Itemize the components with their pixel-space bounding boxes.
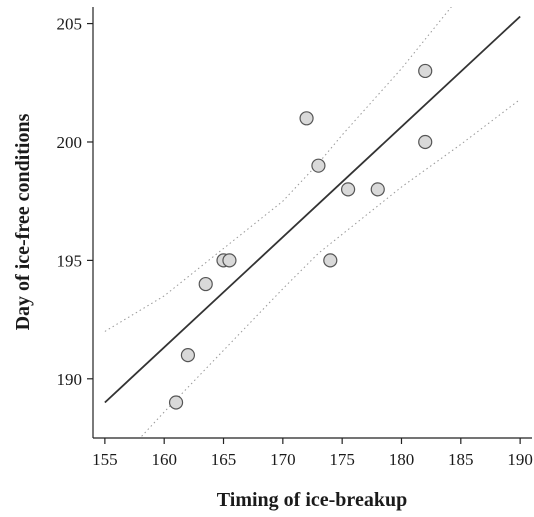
x-tick-label: 165 — [211, 450, 237, 469]
data-point — [418, 63, 433, 79]
confidence-band-lower — [139, 99, 521, 438]
y-tick-label: 200 — [57, 133, 83, 152]
plot-area — [104, 7, 521, 438]
data-point — [168, 395, 184, 410]
data-point — [323, 253, 338, 268]
data-point — [222, 253, 237, 268]
regression-line — [104, 15, 521, 404]
x-axis-ticks: 155 160 165 170 175 180 185 190 — [92, 438, 533, 469]
data-point — [418, 134, 433, 150]
x-tick-label: 180 — [389, 450, 415, 469]
x-tick-label: 175 — [329, 450, 355, 469]
y-tick-label: 205 — [57, 15, 83, 34]
plot-frame — [92, 7, 532, 439]
data-point — [299, 111, 314, 126]
data-point — [311, 158, 326, 173]
y-tick-label: 190 — [57, 370, 83, 389]
y-axis-ticks: 190 195 200 205 — [57, 15, 93, 389]
data-point — [198, 276, 213, 292]
x-axis-title: Timing of ice-breakup — [217, 489, 407, 511]
x-tick-label: 190 — [507, 450, 533, 469]
data-point — [180, 348, 196, 363]
data-points — [168, 63, 433, 410]
y-tick-label: 195 — [57, 251, 83, 270]
x-tick-label: 170 — [270, 450, 296, 469]
data-point — [340, 182, 356, 197]
x-tick-label: 185 — [448, 450, 474, 469]
y-axis-title: Day of ice-free conditions — [12, 113, 34, 330]
x-tick-label: 160 — [151, 450, 177, 469]
x-tick-label: 155 — [92, 450, 118, 469]
data-point — [370, 182, 385, 197]
